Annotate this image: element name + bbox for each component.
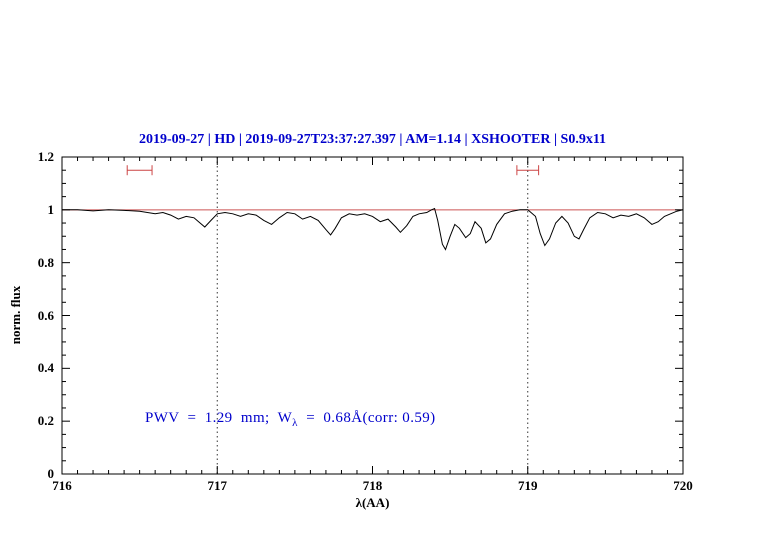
y-tick-label: 0.8 [37,254,54,270]
y-tick-label: 0.6 [37,307,54,323]
pwv-annotation: PWV = 1.29 mm; Wλ = 0.68Å(corr: 0.59) [145,410,436,429]
x-tick-label: 720 [673,478,693,493]
y-tick-label: 1.2 [37,149,54,164]
spectrum-line [62,207,684,251]
y-tick-label: 0.2 [37,413,54,429]
plot-title: 2019-09-27 | HD | 2019-09-27T23:37:27.39… [138,132,607,147]
y-tick-label: 0 [47,466,55,481]
x-tick-label: 719 [518,478,538,493]
x-tick-label: 716 [52,478,72,493]
x-tick-label: 717 [207,478,228,493]
x-tick-label: 718 [362,478,383,493]
y-tick-label: 1 [47,201,55,217]
pwv-annotation-prefix: PWV = 1.29 mm; W [145,410,293,426]
y-tick-label: 0.4 [37,360,54,376]
x-axis-label: λ(AA) [355,495,390,510]
pwv-annotation-lambda-subscript: λ [292,417,298,429]
pwv-annotation-suffix: = 0.68Å(corr: 0.59) [297,410,436,426]
